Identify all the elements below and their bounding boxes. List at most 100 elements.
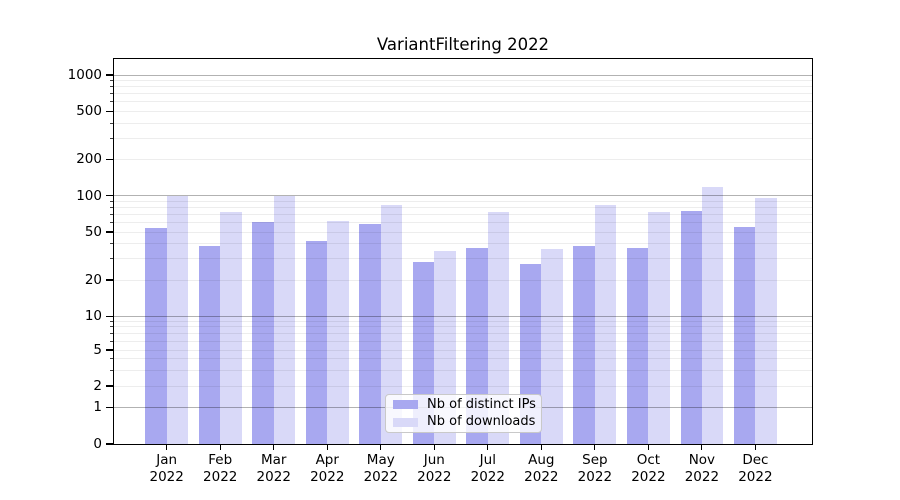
gridline-minor [114, 93, 812, 95]
x-label-year: 2022 [577, 468, 613, 485]
y-axis-tick-label: 500 [76, 103, 102, 120]
legend-swatch-distinct-ips [393, 400, 418, 410]
x-label-year: 2022 [363, 468, 398, 485]
x-label-year: 2022 [417, 468, 452, 485]
x-axis-tick [540, 445, 542, 450]
gridline-minor [114, 231, 812, 233]
x-axis-tick [487, 445, 489, 450]
y-axis-minor-tick [110, 137, 114, 139]
y-axis-minor-tick [110, 258, 114, 260]
x-axis-tick-label-jan: Jan 2022 [137, 452, 197, 485]
bar-distinct-ips-feb [198, 246, 221, 444]
bar-downloads-feb [220, 212, 242, 444]
y-axis-tick-label: 50 [84, 224, 102, 241]
y-axis-tick [106, 349, 114, 351]
bar-downloads-nov [701, 187, 724, 444]
x-axis-tick-label-jun: Jun 2022 [404, 452, 464, 485]
bar-distinct-ips-mar [252, 222, 274, 444]
y-axis-minor-tick [110, 243, 114, 245]
x-label-month: Apr [315, 452, 339, 468]
x-axis-tick-label-jul: Jul 2022 [458, 452, 518, 485]
legend-label-distinct-ips: Nb of distinct IPs [427, 396, 536, 412]
gridline-major [114, 315, 812, 317]
gridline-minor [114, 258, 812, 260]
gridline-minor [114, 86, 812, 88]
bar-downloads-oct [648, 212, 670, 444]
gridline-minor [114, 206, 812, 208]
gridline-minor [114, 221, 812, 223]
gridline-minor [114, 122, 812, 124]
x-axis-tick [219, 445, 221, 450]
x-label-month: Dec [742, 452, 769, 468]
x-axis-tick [273, 445, 275, 450]
x-label-year: 2022 [203, 468, 238, 485]
x-label-month: Nov [688, 452, 716, 468]
gridline-minor [114, 80, 812, 82]
y-axis-tick [106, 158, 114, 160]
y-axis-minor-tick [110, 332, 114, 334]
y-axis-tick-label: 200 [76, 151, 102, 168]
gridline-minor [114, 101, 812, 103]
x-axis-tick-label-may: May 2022 [351, 452, 411, 485]
bar-downloads-jan [166, 195, 189, 444]
gridline-minor [114, 243, 812, 245]
gridline-minor [114, 358, 812, 360]
gridline-minor [114, 385, 812, 387]
x-label-month: Feb [208, 452, 233, 468]
bar-downloads-sep [594, 204, 617, 444]
bar-downloads-jul [487, 212, 510, 444]
x-axis-tick-label-nov: Nov 2022 [672, 452, 732, 485]
y-axis-minor-tick [110, 93, 114, 95]
bar-downloads-apr [327, 220, 349, 444]
gridline-minor [114, 158, 812, 160]
y-axis-tick [106, 110, 114, 112]
bar-downloads-mar [273, 195, 296, 444]
gridline-major [114, 195, 812, 197]
y-axis-tick-label: 0 [93, 436, 102, 452]
y-axis-minor-tick [110, 80, 114, 82]
x-label-month: Jun [423, 452, 445, 468]
x-label-month: Mar [260, 452, 287, 468]
x-label-month: Aug [528, 452, 555, 468]
x-axis-tick [754, 445, 756, 450]
y-axis-tick-label: 100 [76, 187, 102, 204]
legend-item-downloads: Nb of downloads [393, 414, 541, 429]
bar-distinct-ips-sep [573, 246, 595, 444]
y-axis-tick-label: 1000 [67, 67, 102, 84]
gridline-major [114, 74, 812, 76]
legend-label-downloads: Nb of downloads [427, 414, 536, 429]
x-axis-tick-label-apr: Apr 2022 [297, 452, 357, 485]
y-axis-tick-label: 1 [93, 399, 102, 416]
x-axis-tick-label-oct: Oct 2022 [618, 452, 678, 485]
x-label-month: Sep [582, 452, 608, 468]
x-label-year: 2022 [738, 468, 773, 485]
bar-distinct-ips-jan [145, 227, 167, 444]
x-label-month: Jan [156, 452, 178, 468]
y-axis-tick [106, 406, 114, 408]
x-label-year: 2022 [256, 468, 291, 485]
y-axis-tick [106, 315, 114, 317]
bar-downloads-may [380, 204, 403, 444]
y-axis-tick-label: 2 [93, 378, 102, 394]
x-label-year: 2022 [524, 468, 559, 485]
x-label-month: May [366, 452, 395, 468]
y-axis-tick [106, 279, 114, 281]
y-axis-minor-tick [110, 369, 114, 371]
y-axis-minor-tick [110, 326, 114, 328]
y-axis-minor-tick [110, 122, 114, 124]
x-axis-tick-label-sep: Sep 2022 [565, 452, 625, 485]
x-label-year: 2022 [684, 468, 720, 485]
legend: Nb of distinct IPs Nb of downloads [385, 394, 542, 433]
y-axis-minor-tick [110, 221, 114, 223]
legend-swatch-downloads [393, 417, 418, 427]
y-axis-tick [106, 385, 114, 387]
x-axis-tick-label-feb: Feb 2022 [190, 452, 250, 485]
x-axis-tick [380, 445, 382, 450]
gridline-minor [114, 326, 812, 328]
x-label-year: 2022 [149, 468, 184, 485]
x-axis-tick [433, 445, 435, 450]
y-axis-minor-tick [110, 320, 114, 322]
y-axis-tick-label: 10 [84, 308, 102, 325]
x-axis-tick [701, 445, 703, 450]
